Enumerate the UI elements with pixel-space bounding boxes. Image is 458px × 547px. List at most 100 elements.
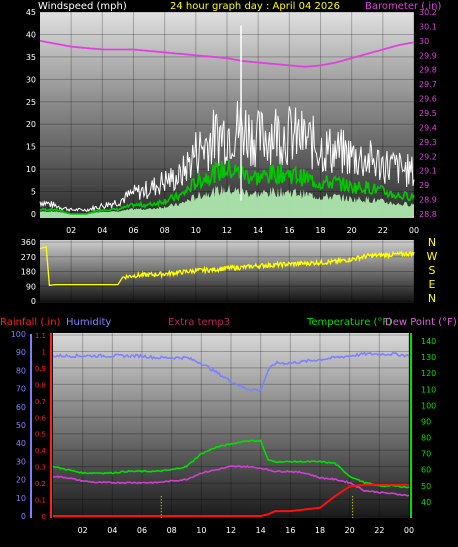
humidity-tick-label: 10 <box>16 494 26 503</box>
wind-tick-label: 5 <box>31 188 36 197</box>
humidity-tick-label: 20 <box>16 476 26 485</box>
barometer-tick-label: 29.4 <box>419 123 437 132</box>
barometer-tick-label: 28.8 <box>419 210 437 219</box>
direction-tick-label: 180 <box>21 268 36 277</box>
compass-label: N <box>428 236 436 249</box>
wind-tick-label: 15 <box>26 143 36 152</box>
rain-tick-label: 0.8 <box>35 381 46 389</box>
compass-label: N <box>428 292 436 305</box>
barometer-axis-title: Barometer (.in) <box>365 1 441 12</box>
temperature-tick-label: 40 <box>421 498 431 507</box>
barometer-tick-label: 29.6 <box>419 95 437 104</box>
barometer-tick-label: 30.1 <box>419 22 437 31</box>
barometer-tick-label: 29 <box>419 181 429 190</box>
humidity-tick-label: 0 <box>21 512 26 521</box>
wind-time-tick-label: 00 <box>409 226 419 235</box>
temperature-tick-label: 140 <box>421 337 436 346</box>
dewpoint-line <box>52 465 410 497</box>
humidity-axis-title: Humidity <box>66 317 111 328</box>
barometer-tick-label: 28.9 <box>419 196 437 205</box>
wind-time-tick-label: 10 <box>191 226 201 235</box>
rain-tick-label: 0.3 <box>35 464 46 472</box>
barometer-line <box>39 40 415 68</box>
wind-tick-label: 35 <box>26 53 36 62</box>
barometer-tick-label: 29.7 <box>419 80 437 89</box>
wind-lull-fill <box>40 184 414 218</box>
temperature-tick-label: 100 <box>421 401 436 410</box>
temperature-time-tick-label: 04 <box>107 526 117 535</box>
temperature-time-tick-label: 10 <box>196 526 206 535</box>
rainfall-line <box>53 483 409 517</box>
barometer-tick-label: 29.9 <box>419 51 437 60</box>
wind-time-tick-label: 06 <box>128 226 138 235</box>
barometer-tick-label: 29.5 <box>419 109 437 118</box>
temperature-tick-label: 70 <box>421 450 431 459</box>
wind-time-tick-label: 16 <box>284 226 294 235</box>
direction-tick-label: 360 <box>21 238 36 247</box>
wind-tick-label: 25 <box>26 98 36 107</box>
temperature-tick-label: 90 <box>421 417 431 426</box>
humidity-line <box>52 351 410 393</box>
wind-time-tick-label: 12 <box>222 226 232 235</box>
rain-tick-label: 0.7 <box>35 398 46 406</box>
humidity-tick-label: 60 <box>16 403 26 412</box>
temperature-axis-title: Temperature (°F) <box>306 317 392 328</box>
barometer-tick-label: 29.1 <box>419 167 437 176</box>
wind-tick-label: 30 <box>26 75 36 84</box>
humidity-tick-label: 100 <box>11 330 26 339</box>
humidity-tick-label: 40 <box>16 439 26 448</box>
wind-tick-label: 20 <box>26 120 36 129</box>
rain-tick-label: 0.5 <box>35 431 46 439</box>
rain-tick-label: 0.6 <box>35 414 47 422</box>
wind-tick-label: 0 <box>31 210 36 219</box>
temperature-time-tick-label: 14 <box>256 526 266 535</box>
temperature-tick-label: 80 <box>421 434 431 443</box>
humidity-tick-label: 50 <box>16 421 26 430</box>
barometer-tick-label: 29.3 <box>419 138 437 147</box>
wind-time-tick-label: 08 <box>160 226 170 235</box>
humidity-tick-label: 90 <box>16 348 26 357</box>
rain-tick-label: 1 <box>42 348 46 356</box>
temperature-time-tick-label: 02 <box>78 526 88 535</box>
direction-plot-area <box>40 240 414 303</box>
barometer-tick-label: 29.2 <box>419 152 437 161</box>
humidity-tick-label: 80 <box>16 366 26 375</box>
dewpoint-axis-title: Dew Point (°F) <box>385 317 457 328</box>
temperature-time-tick-label: 22 <box>374 526 384 535</box>
humidity-tick-label: 30 <box>16 457 26 466</box>
temperature-tick-label: 110 <box>421 385 436 394</box>
barometer-tick-label: 30 <box>419 37 429 46</box>
compass-label: S <box>429 264 436 277</box>
temperature-time-tick-label: 20 <box>345 526 355 535</box>
rainfall-axis-title: Rainfall (.in) <box>0 317 61 328</box>
wind-time-tick-label: 22 <box>378 226 388 235</box>
temperature-time-tick-label: 06 <box>137 526 147 535</box>
wind-time-tick-label: 02 <box>66 226 76 235</box>
direction-tick-label: 0 <box>31 297 36 306</box>
extra-temp-title: Extra temp3 <box>168 317 230 328</box>
rain-tick-label: 1.1 <box>35 332 46 340</box>
rain-tick-label: 0.2 <box>35 480 46 488</box>
wind-tick-label: 10 <box>26 165 36 174</box>
temperature-time-tick-label: 08 <box>167 526 177 535</box>
wind-time-tick-label: 14 <box>253 226 263 235</box>
wind-gust-line <box>39 100 415 213</box>
wind-time-tick-label: 20 <box>347 226 357 235</box>
temperature-tick-label: 120 <box>421 369 436 378</box>
barometer-tick-label: 29.8 <box>419 66 437 75</box>
wind-time-tick-label: 04 <box>97 226 107 235</box>
compass-label: E <box>429 278 436 291</box>
temperature-tick-label: 130 <box>421 353 436 362</box>
temperature-time-tick-label: 18 <box>315 526 325 535</box>
temperature-line <box>52 439 410 489</box>
wind-direction-line <box>39 246 415 287</box>
rain-tick-label: 0.9 <box>35 365 46 373</box>
wind-time-tick-label: 18 <box>315 226 325 235</box>
compass-label: W <box>427 250 438 263</box>
temperature-time-tick-label: 16 <box>285 526 295 535</box>
temperature-tick-label: 60 <box>421 466 431 475</box>
wind-tick-label: 45 <box>26 8 36 17</box>
rain-tick-label: 0.4 <box>35 447 47 455</box>
